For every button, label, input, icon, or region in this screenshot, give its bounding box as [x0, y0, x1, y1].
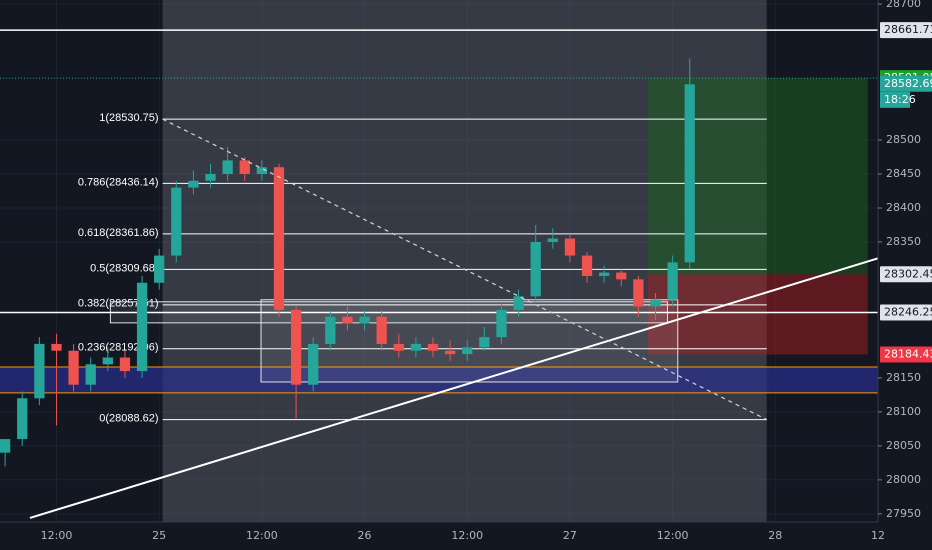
candle-body	[188, 180, 199, 188]
candle-body	[51, 343, 62, 351]
fib-label: 0.5(28309.68)	[90, 262, 159, 274]
countdown-tag	[880, 91, 910, 108]
candle-body	[171, 187, 182, 256]
price-tag	[880, 304, 932, 321]
x-tick-label: 12:00	[246, 529, 278, 542]
candle-body	[427, 343, 439, 351]
x-tick-label: 27	[563, 529, 577, 542]
x-tick-label: 12:00	[657, 529, 689, 542]
price-tag	[880, 22, 932, 39]
x-tick-label: 28	[768, 529, 782, 542]
y-tick-label: 28700	[886, 0, 921, 10]
candle-body	[119, 357, 131, 372]
candle-body	[410, 343, 422, 351]
candle-body	[496, 309, 507, 338]
candle-body	[581, 255, 593, 276]
candle-body	[239, 160, 250, 174]
candle-body	[633, 279, 644, 307]
candle-body	[102, 357, 113, 365]
y-tick-label: 28000	[886, 473, 921, 486]
candles	[0, 58, 695, 467]
y-tick-label: 28400	[886, 201, 921, 214]
candle-body	[273, 167, 285, 310]
candle-body	[547, 238, 558, 242]
overlays	[29, 118, 879, 519]
candle-body	[290, 309, 302, 385]
price-tag	[880, 266, 932, 283]
price-tag-label: 28582.69	[884, 77, 932, 90]
zone	[0, 367, 878, 393]
candle-body	[616, 272, 627, 280]
price-tag-label: 28661.71	[884, 23, 932, 36]
price-tag	[880, 346, 932, 363]
candle-body	[667, 262, 678, 300]
y-tick-label: 28450	[886, 167, 921, 180]
y-tick-label: 28500	[886, 133, 921, 146]
y-tick-label: 28100	[886, 405, 921, 418]
candle-body	[444, 350, 456, 355]
candle-body	[325, 316, 336, 344]
candle-body	[136, 282, 148, 372]
fib-label: 0.618(28361.86)	[78, 227, 159, 239]
x-tick-label: 25	[152, 529, 166, 542]
candle-body	[34, 343, 45, 399]
x-tick-label: 12	[871, 529, 885, 542]
candle-body	[393, 343, 404, 351]
candle-body	[462, 347, 473, 355]
price-tag-label: 28302.45	[884, 267, 932, 280]
price-tag	[880, 75, 932, 92]
candle-body	[479, 337, 490, 348]
loss-zone	[647, 274, 868, 355]
fib-label: 0.786(28436.14)	[78, 176, 159, 188]
candle-body	[154, 255, 165, 283]
candle-body	[308, 343, 319, 385]
candle-body	[513, 296, 524, 310]
x-tick-label: 12:00	[41, 529, 73, 542]
fib-label: 1(28530.75)	[99, 112, 158, 124]
candle-body	[0, 439, 11, 453]
x-tick-label: 26	[358, 529, 372, 542]
candle-body	[256, 167, 267, 174]
y-tick-label: 28150	[886, 371, 921, 384]
candle-body	[564, 238, 576, 256]
candle-body	[68, 350, 79, 385]
candle-body	[376, 316, 387, 344]
drawings: 1(28530.75) 0.786(28436.14) 0.618(28361.86…	[0, 0, 878, 522]
candle-body	[85, 364, 96, 385]
countdown: 18:26	[884, 93, 916, 106]
candle-body	[205, 174, 216, 181]
trend-line	[29, 257, 879, 519]
candle-body	[359, 316, 370, 324]
dashed-line	[162, 118, 768, 421]
candle-body	[342, 316, 353, 324]
x-tick-label: 12:00	[451, 529, 483, 542]
y-tick-label: 28050	[886, 439, 921, 452]
y-tick-label: 27950	[886, 507, 921, 520]
candle-body	[17, 398, 28, 440]
price-tag-label: 28184.43	[884, 348, 932, 361]
candle-body	[684, 84, 695, 263]
fib-label: 0(28088.62)	[99, 413, 158, 425]
y-tick-label: 28350	[886, 235, 921, 248]
profit-zone	[647, 78, 868, 275]
candle-body	[599, 272, 610, 276]
candle-body	[222, 160, 233, 174]
candle-body	[530, 241, 541, 297]
price-tag-label: 28246.25	[884, 305, 932, 318]
candle-body	[650, 299, 661, 307]
